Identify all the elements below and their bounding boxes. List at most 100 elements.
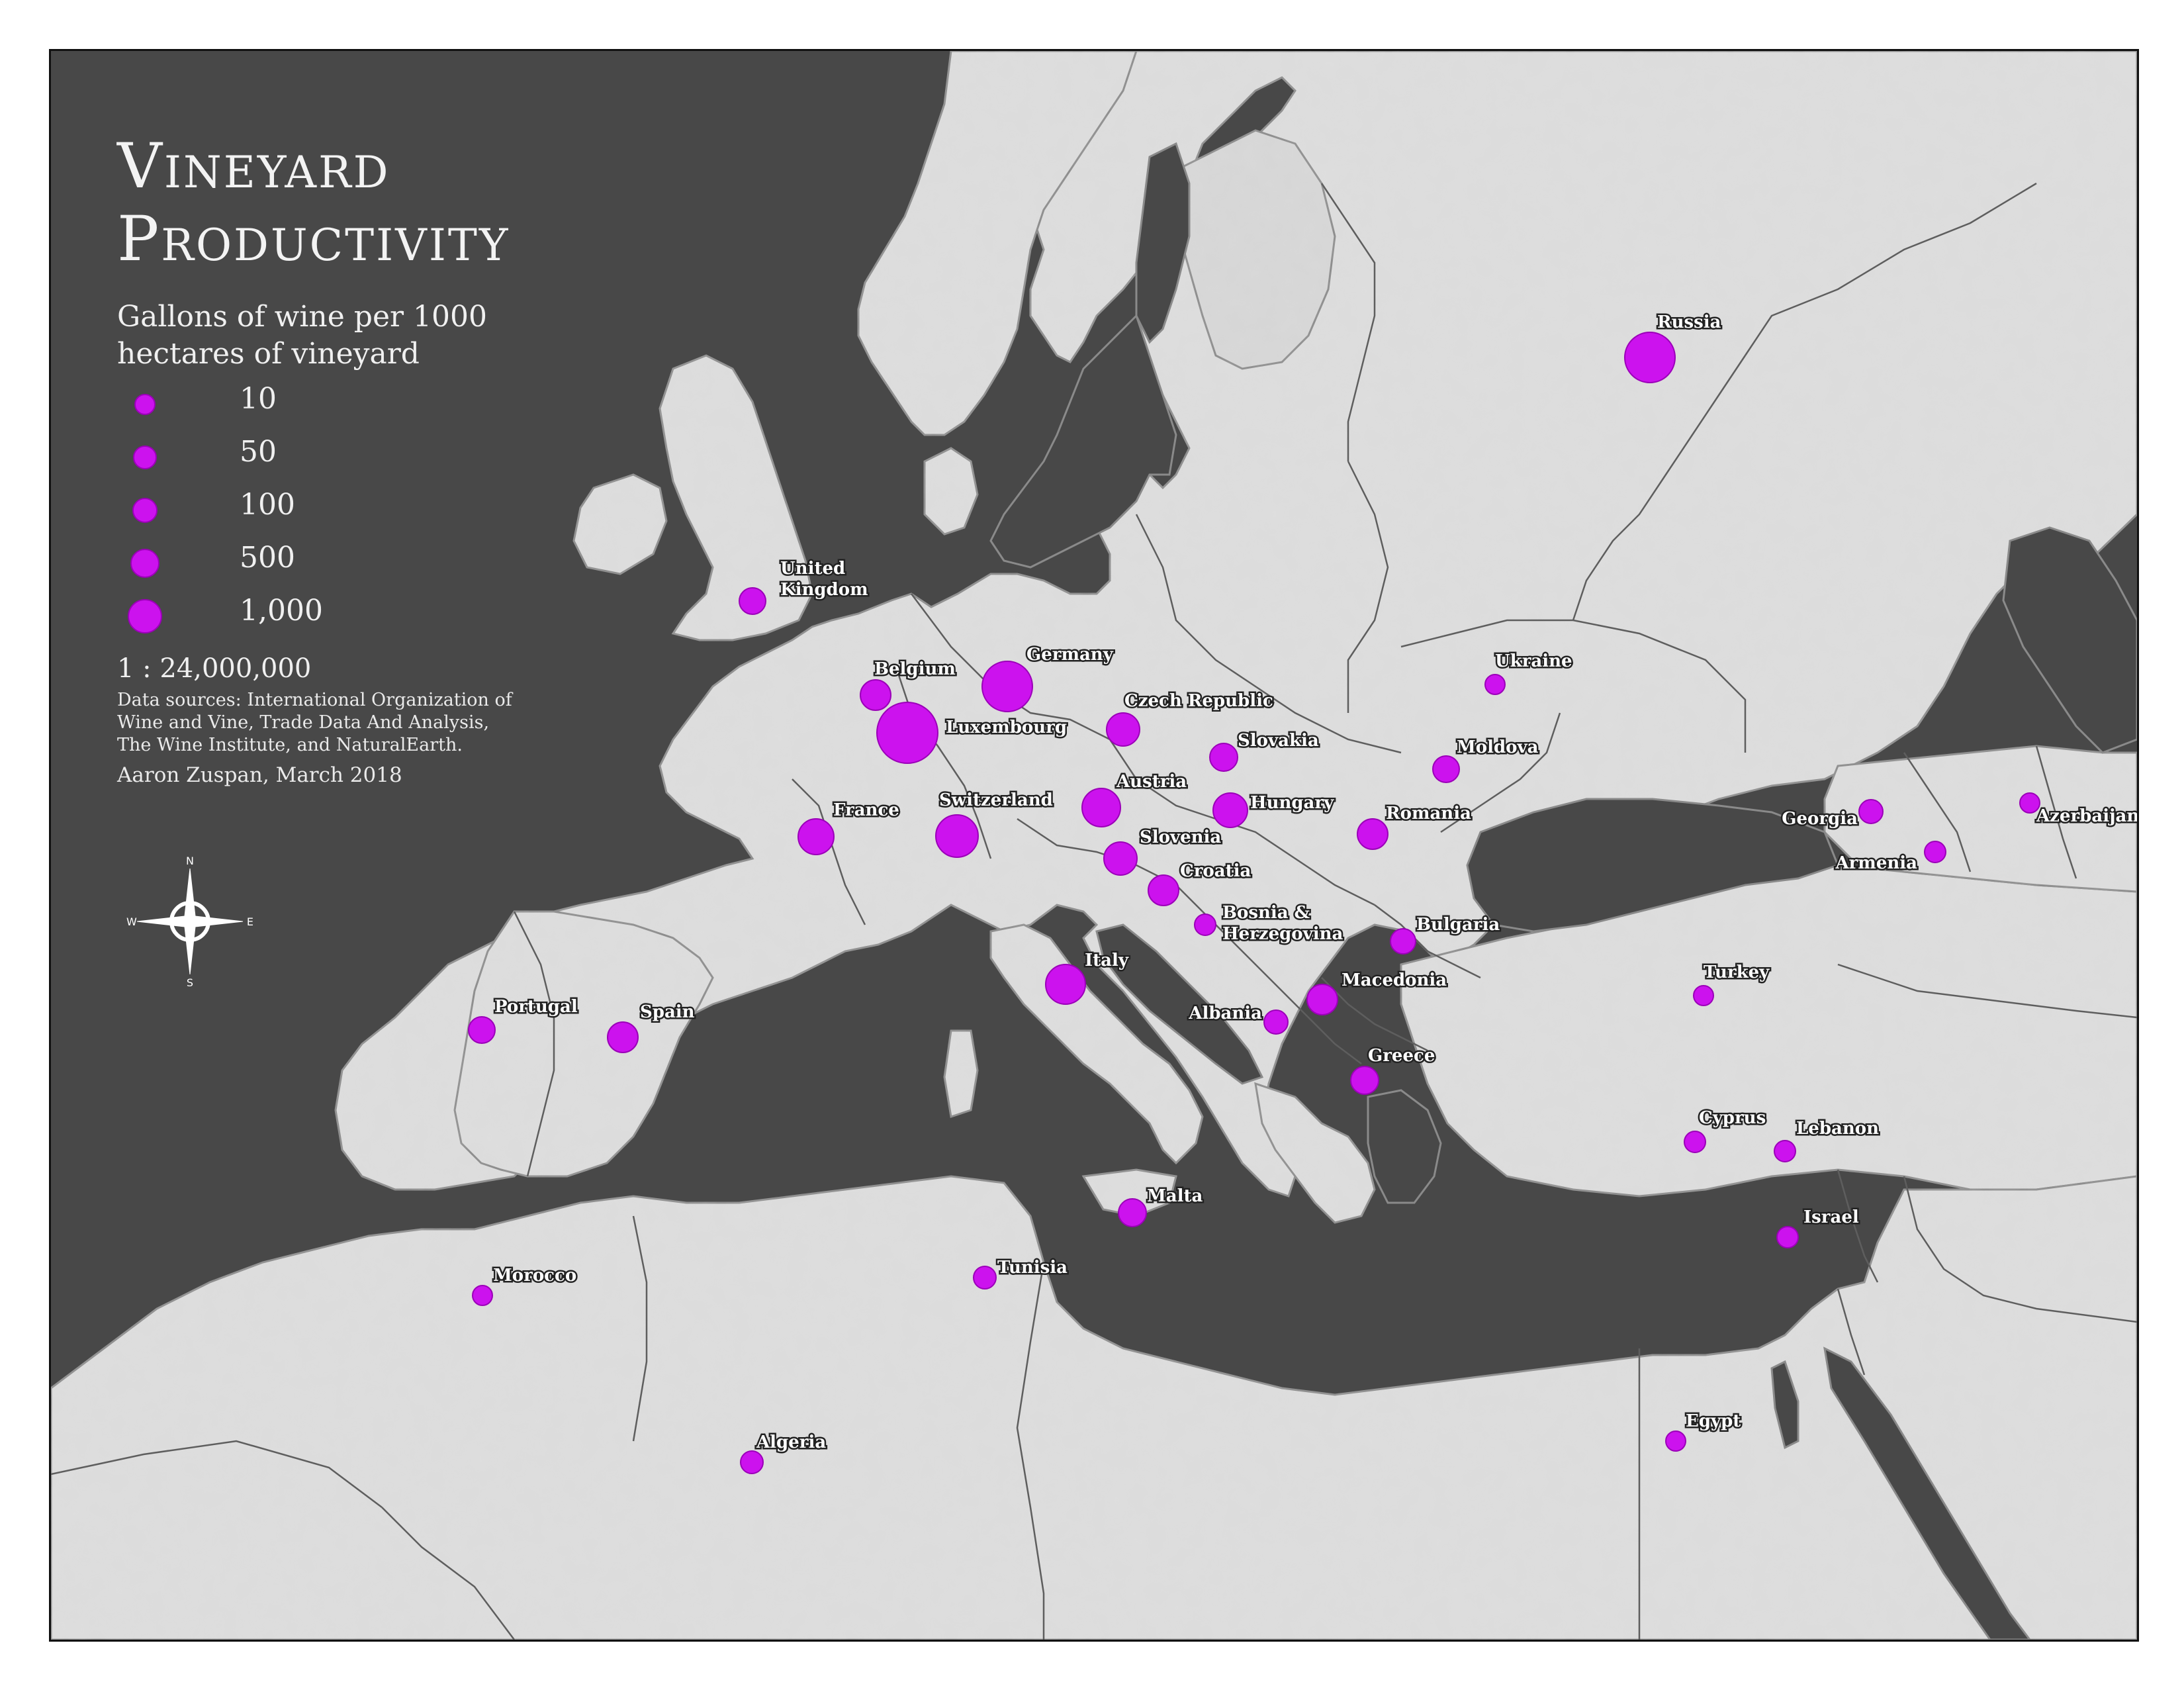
map-title-line1: Vineyard	[117, 130, 390, 203]
bubble-ukraine	[1484, 674, 1506, 695]
legend-value: 500	[240, 541, 295, 575]
bubble-romania	[1357, 818, 1388, 850]
land-denmark	[923, 447, 979, 536]
label-greece: Greece	[1368, 1046, 1435, 1066]
inland-seas	[989, 142, 2137, 1640]
label-czech-republic: Czech Republic	[1124, 691, 1273, 711]
bubble-egypt	[1665, 1430, 1686, 1452]
bubble-portugal	[468, 1016, 496, 1044]
land-ireland	[572, 473, 668, 575]
data-sources-line3: The Wine Institute, and NaturalEarth.	[117, 735, 463, 755]
bubble-italy	[1045, 964, 1086, 1005]
legend-value: 100	[240, 488, 295, 522]
label-moldova: Moldova	[1457, 737, 1539, 757]
data-sources: Data sources: International Organization…	[117, 689, 713, 757]
legend-dot-icon	[134, 394, 156, 415]
red-sea	[1823, 1346, 2031, 1640]
land-greece	[1254, 1082, 1376, 1224]
bubble-spain	[607, 1021, 639, 1053]
land-scandinavia	[857, 51, 1138, 436]
land-north-africa	[51, 1175, 2137, 1640]
bubble-cyprus	[1684, 1131, 1706, 1153]
label-portugal: Portugal	[494, 997, 578, 1017]
legend-dot-icon	[132, 498, 158, 523]
bubble-armenia	[1924, 841, 1946, 863]
bubble-bulgaria	[1390, 928, 1416, 955]
label-georgia: Georgia	[1782, 809, 1858, 829]
legend-row: 10	[117, 377, 713, 430]
label-tunisia: Tunisia	[997, 1258, 1068, 1278]
bubble-azerbaijan	[2019, 792, 2040, 814]
bubble-germany	[981, 661, 1033, 712]
label-armenia: Armenia	[1835, 853, 1917, 873]
land-sardinia	[943, 1029, 979, 1118]
legend-dot-icon	[133, 445, 157, 469]
bubble-tunisia	[973, 1266, 997, 1289]
black-sea	[1466, 798, 1839, 933]
bubble-france	[797, 818, 835, 855]
label-hungary: Hungary	[1250, 793, 1334, 813]
label-egypt: Egypt	[1686, 1411, 1741, 1431]
legend-subtitle: Gallons of wine per 1000 hectares of vin…	[117, 299, 713, 373]
label-luxembourg: Luxembourg	[946, 718, 1067, 737]
bubble-luxembourg	[876, 702, 938, 764]
data-sources-line2: Wine and Vine, Trade Data And Analysis,	[117, 712, 490, 733]
label-albania: Albania	[1188, 1004, 1262, 1023]
compass-n: N	[186, 855, 194, 867]
compass-rose-icon: N S E W	[126, 855, 253, 988]
label-france: France	[833, 800, 899, 820]
legend-dot-icon	[130, 549, 159, 578]
legend-dot-icon	[128, 599, 162, 633]
legend-value: 1,000	[240, 594, 323, 628]
label-cyprus: Cyprus	[1699, 1108, 1766, 1128]
bubble-algeria	[740, 1450, 764, 1474]
legend-row: 500	[117, 536, 713, 588]
land-iberia	[453, 910, 714, 1178]
country-borders	[51, 182, 2137, 1640]
bubble-albania	[1263, 1009, 1289, 1035]
legend-subtitle-line2: hectares of vineyard	[117, 337, 420, 371]
land-britain	[659, 354, 813, 641]
legend-scale: 10 50 100 500 1,000	[117, 377, 713, 641]
label-slovakia: Slovakia	[1238, 731, 1319, 751]
bubble-moldova	[1432, 755, 1460, 783]
bubble-austria	[1081, 788, 1121, 827]
bubble-russia	[1624, 332, 1676, 383]
label-algeria: Algeria	[756, 1432, 826, 1452]
bubble-hungary	[1212, 792, 1248, 828]
bubble-czech-republic	[1106, 712, 1140, 747]
aegean-sea	[1367, 1089, 1442, 1204]
label-morocco: Morocco	[493, 1266, 576, 1286]
bubble-bosnia-herzegovina	[1194, 914, 1216, 936]
bubble-united-kingdom	[739, 587, 766, 615]
legend-value: 10	[240, 382, 277, 416]
gulf-of-bothnia	[1135, 142, 1191, 344]
label-belgium: Belgium	[874, 659, 956, 679]
compass-s: S	[187, 976, 193, 988]
legend-value: 50	[240, 435, 277, 469]
map-canvas: Russia United Kingdom Germany Belgium Luxembo…	[51, 51, 2137, 1640]
legend-row: 1,000	[117, 588, 713, 641]
label-croatia: Croatia	[1180, 861, 1251, 881]
label-israel: Israel	[1803, 1207, 1859, 1227]
baltic-sea	[989, 314, 1177, 569]
label-united-kingdom: United Kingdom	[780, 559, 868, 600]
bubble-israel	[1776, 1226, 1799, 1248]
scale-text: 1 : 24,000,000	[117, 653, 312, 684]
legend-row: 50	[117, 430, 713, 483]
label-germany: Germany	[1026, 645, 1114, 665]
label-bulgaria: Bulgaria	[1416, 915, 1500, 935]
label-austria: Austria	[1116, 772, 1187, 792]
legend-panel: Vineyard Productivity Gallons of wine pe…	[117, 130, 713, 787]
bubble-macedonia	[1306, 984, 1338, 1015]
map-frame: Russia United Kingdom Germany Belgium Luxembo…	[49, 49, 2139, 1642]
bubble-slovenia	[1103, 841, 1138, 876]
bubble-switzerland	[935, 814, 979, 858]
label-spain: Spain	[640, 1002, 695, 1022]
bubble-slovakia	[1209, 743, 1238, 772]
label-turkey: Turkey	[1704, 962, 1770, 982]
map-title-line2: Productivity	[117, 203, 510, 275]
land-caucasus	[1823, 745, 2137, 893]
label-slovenia: Slovenia	[1140, 827, 1221, 847]
label-ukraine: Ukraine	[1495, 651, 1572, 671]
